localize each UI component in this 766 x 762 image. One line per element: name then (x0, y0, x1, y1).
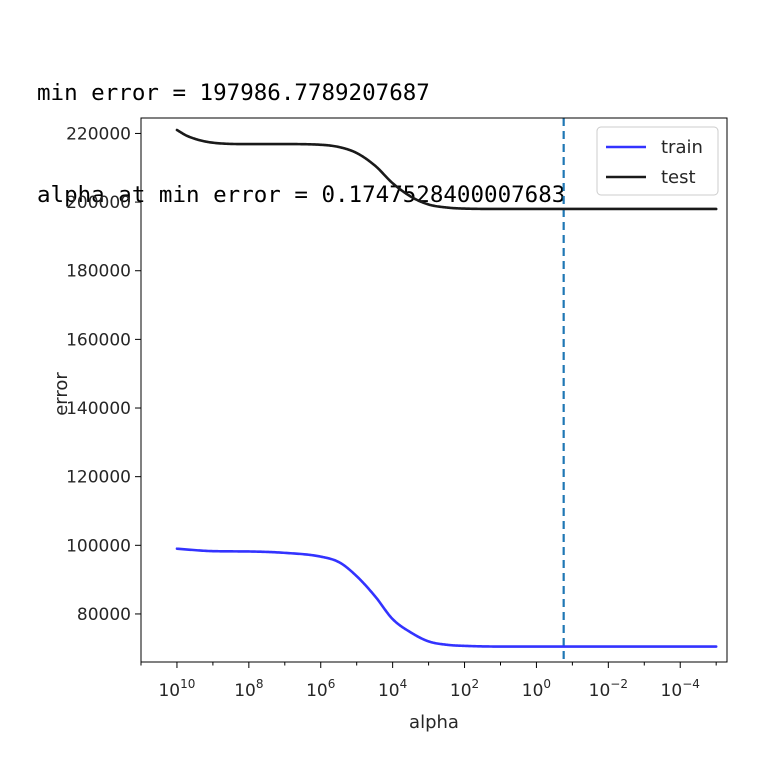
y-tick-label: 200000 (66, 193, 131, 213)
y-tick-label: 100000 (66, 536, 131, 556)
series-layer (175, 128, 718, 648)
y-tick-label: 80000 (77, 605, 131, 625)
alpha-at-min-error-line: alpha at min error = 0.1747528400007683 (37, 182, 566, 208)
plot-frame (140, 117, 728, 663)
x-tick-label: 104 (378, 677, 407, 701)
console-output: min error = 197986.7789207687 alpha at m… (37, 8, 565, 246)
y-axis-label: error (51, 372, 72, 416)
x-tick-label: 1010 (158, 677, 195, 701)
x-tick-label: 10−4 (661, 677, 700, 701)
legend: train test (596, 126, 719, 196)
x-tick-label: 100 (522, 677, 551, 701)
ticks-layer: 80000 100000 120000 140000 160000 180000 20000… (66, 124, 717, 701)
y-tick-label: 140000 (66, 399, 131, 419)
legend-label-train: train (661, 137, 703, 158)
x-tick-label: 108 (234, 677, 263, 701)
y-tick-label: 180000 (66, 262, 131, 282)
series-line-train (175, 547, 718, 648)
y-tick-label: 160000 (66, 330, 131, 350)
x-tick-label: 102 (450, 677, 479, 701)
x-axis-label: alpha (409, 712, 459, 733)
y-tick-label: 120000 (66, 468, 131, 488)
series-line-test (175, 128, 718, 211)
y-tick-label: 220000 (66, 124, 131, 144)
min-error-line: min error = 197986.7789207687 (37, 80, 430, 106)
legend-label-test: test (661, 167, 696, 188)
x-tick-label: 106 (306, 677, 335, 701)
x-tick-label: 10−2 (589, 677, 628, 701)
